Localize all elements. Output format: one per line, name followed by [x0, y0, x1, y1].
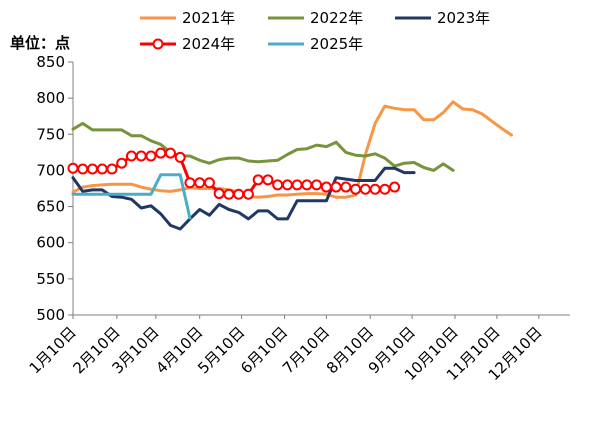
series-2022年 — [71, 121, 455, 172]
series-line — [71, 121, 455, 172]
data-point — [67, 162, 79, 174]
data-point — [194, 177, 206, 189]
legend-label: 2024年 — [182, 35, 235, 53]
data-point — [223, 188, 235, 200]
chart-axes: 5005506006507007508008501月10日2月10日3月10日4… — [26, 53, 570, 384]
chart-legend: 2021年 2022年 2023年 2024年 2025年 — [140, 9, 490, 53]
data-point — [145, 150, 157, 162]
data-point — [77, 163, 89, 175]
data-point — [96, 163, 108, 175]
data-point — [125, 150, 137, 162]
y-tick-label: 500 — [36, 306, 65, 324]
data-point — [330, 181, 342, 193]
y-tick-label: 800 — [36, 89, 65, 107]
data-point — [359, 183, 371, 195]
legend-label: 2021年 — [182, 9, 235, 27]
legend-label: 2023年 — [437, 9, 490, 27]
data-point — [155, 147, 167, 159]
data-point — [291, 179, 303, 191]
data-point — [350, 183, 362, 195]
x-tick-label: 1月10日 — [26, 323, 80, 377]
series-2023年 — [71, 166, 416, 231]
x-tick-label: 7月10日 — [279, 323, 333, 377]
y-tick-label: 700 — [36, 161, 65, 179]
data-point — [116, 157, 128, 169]
data-point — [320, 181, 332, 193]
data-point — [262, 174, 274, 186]
data-point — [369, 183, 381, 195]
data-point — [272, 179, 284, 191]
series-line — [71, 166, 416, 231]
y-tick-label: 600 — [36, 234, 65, 252]
data-point — [379, 183, 391, 195]
data-point — [301, 179, 313, 191]
series-line — [71, 173, 192, 220]
series-2021年 — [71, 100, 513, 199]
series-line — [71, 100, 513, 199]
series-2024年 — [67, 147, 401, 200]
data-point — [213, 188, 225, 200]
legend-item: 2025年 — [268, 35, 363, 53]
data-point — [184, 177, 196, 189]
data-point — [106, 163, 118, 175]
data-point — [252, 174, 264, 186]
y-tick-label: 650 — [36, 198, 65, 216]
data-point — [233, 188, 245, 200]
legend-item: 2023年 — [395, 9, 490, 27]
data-point — [135, 150, 147, 162]
legend-item: 2021年 — [140, 9, 235, 27]
series-2025年 — [71, 173, 192, 220]
legend-marker — [152, 38, 164, 50]
data-point — [389, 181, 401, 193]
legend-label: 2025年 — [310, 35, 363, 53]
data-point — [340, 181, 352, 193]
y-tick-label: 850 — [36, 53, 65, 71]
data-point — [311, 179, 323, 191]
data-point — [281, 179, 293, 191]
data-point — [203, 177, 215, 189]
legend-item: 2022年 — [268, 9, 363, 27]
y-tick-label: 550 — [36, 270, 65, 288]
data-point — [242, 188, 254, 200]
y-tick-label: 750 — [36, 125, 65, 143]
legend-label: 2022年 — [310, 9, 363, 27]
data-point — [174, 151, 186, 163]
plot-area — [67, 100, 513, 231]
data-point — [164, 147, 176, 159]
legend-item: 2024年 — [140, 35, 235, 53]
y-axis-unit-label: 单位：点 — [10, 34, 71, 52]
data-point — [86, 163, 98, 175]
